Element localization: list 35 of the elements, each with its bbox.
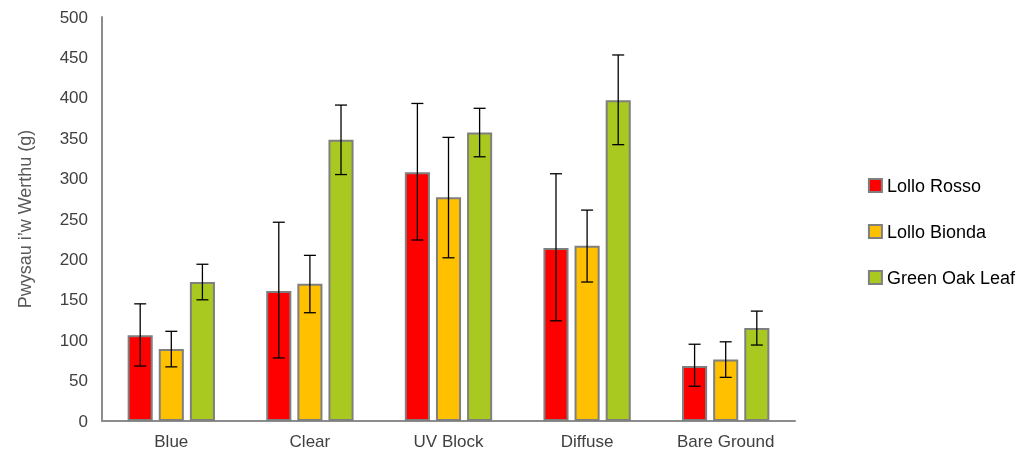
y-tick-label: 50: [69, 371, 88, 391]
y-tick-label: 100: [59, 330, 88, 350]
x-tick-label: UV Block: [413, 432, 484, 451]
y-tick-label: 400: [59, 88, 88, 108]
y-tick-label: 0: [78, 411, 88, 431]
bar: [328, 139, 354, 421]
y-tick-label: 200: [59, 249, 88, 269]
bar: [713, 359, 739, 421]
y-tick-label: 450: [59, 47, 88, 67]
y-tick-label: 300: [59, 169, 88, 189]
bar: [744, 328, 770, 421]
y-tick-label: 150: [59, 290, 88, 310]
y-tick-label: 250: [59, 209, 88, 229]
legend-label: Lollo Bionda: [886, 221, 987, 242]
bar: [127, 335, 153, 421]
y-axis-title: Pwysau i’w Werthu (g): [15, 129, 35, 309]
x-tick-label: Diffuse: [560, 432, 614, 451]
x-tick-label: Clear: [289, 432, 331, 451]
bar: [266, 290, 292, 421]
x-tick-label: Blue: [154, 432, 189, 451]
y-tick-label: 500: [59, 7, 88, 27]
bar: [158, 349, 184, 421]
bar: [682, 366, 708, 421]
bar: [605, 100, 631, 421]
legend-label: Green Oak Leaf: [886, 267, 1016, 288]
bar: [467, 132, 493, 421]
y-tick-label: 350: [59, 128, 88, 148]
bar: [404, 172, 430, 421]
legend-label: Lollo Rosso: [886, 175, 981, 196]
bar: [297, 283, 323, 421]
bar: [189, 282, 215, 421]
bar: [435, 197, 462, 421]
x-tick-label: Bare Ground: [677, 432, 775, 451]
bar: [574, 245, 600, 421]
bar: [543, 248, 569, 421]
